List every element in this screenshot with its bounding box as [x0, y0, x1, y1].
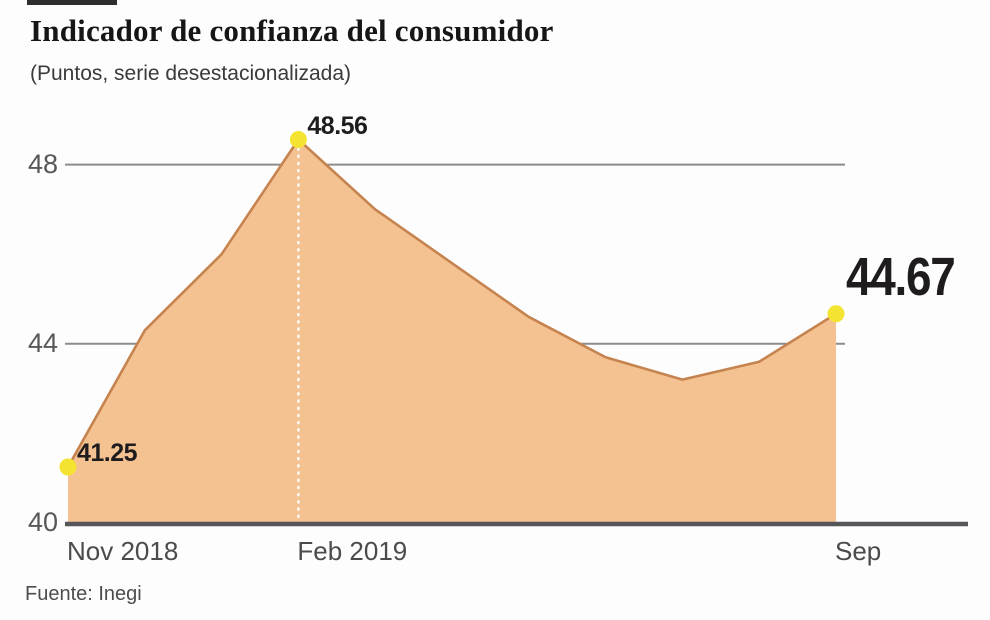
series-line [66, 138, 837, 468]
chart-subtitle: (Puntos, serie desestacionalizada) [30, 62, 352, 85]
data-point-marker [827, 305, 845, 323]
area-fill [68, 139, 836, 523]
data-point-marker [59, 458, 77, 476]
top-rule-divider [27, 0, 117, 5]
source-note: Fuente: Inegi [25, 583, 142, 605]
data-point-marker [289, 131, 307, 149]
chart-title: Indicador de confianza del consumidor [30, 13, 554, 48]
